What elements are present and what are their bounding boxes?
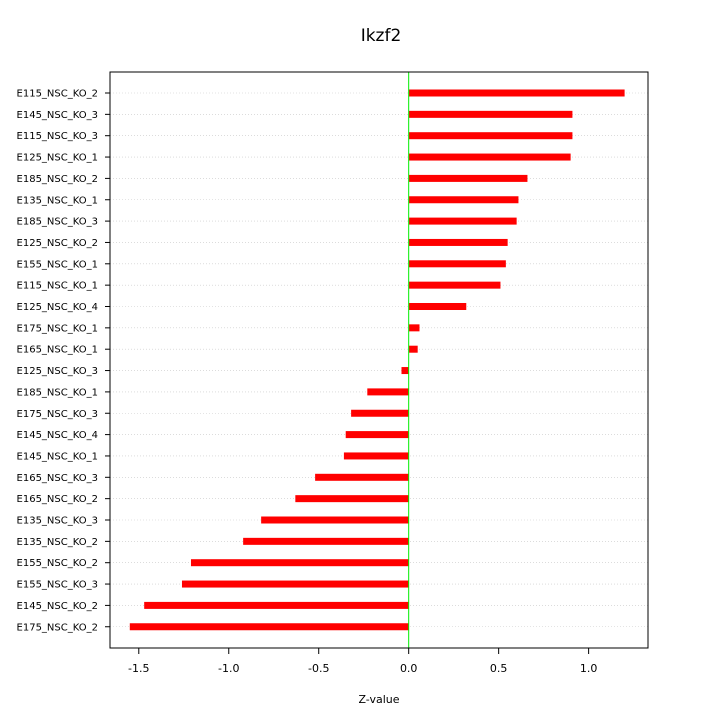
x-tick-label: -1.5 bbox=[128, 662, 149, 675]
grid-lines bbox=[110, 92, 648, 628]
category-label: E145_NSC_KO_2 bbox=[17, 601, 98, 612]
bar bbox=[408, 132, 573, 140]
x-axis-label: Z-value bbox=[358, 693, 399, 706]
category-label: E125_NSC_KO_2 bbox=[17, 238, 98, 249]
x-axis: -1.5 -1.0 -0.5 0.0 0.5 1.0 bbox=[128, 648, 597, 675]
bar bbox=[401, 367, 409, 375]
x-tick-label: 0.5 bbox=[490, 662, 508, 675]
bar bbox=[408, 238, 508, 246]
category-label: E175_NSC_KO_2 bbox=[17, 622, 98, 633]
bar bbox=[408, 110, 573, 118]
category-label: E175_NSC_KO_3 bbox=[17, 409, 98, 420]
category-label: E115_NSC_KO_3 bbox=[17, 131, 98, 142]
bar bbox=[408, 345, 418, 353]
category-label: E175_NSC_KO_1 bbox=[17, 323, 98, 334]
category-label: E125_NSC_KO_3 bbox=[17, 366, 98, 377]
category-label: E135_NSC_KO_1 bbox=[17, 195, 98, 206]
category-label: E125_NSC_KO_4 bbox=[17, 302, 98, 313]
bar bbox=[408, 89, 625, 97]
bar bbox=[261, 516, 409, 524]
bar bbox=[367, 388, 409, 396]
bar bbox=[408, 196, 519, 204]
bar bbox=[408, 174, 528, 182]
chart-title: Ikzf2 bbox=[361, 26, 402, 46]
category-label: E115_NSC_KO_1 bbox=[17, 281, 98, 292]
category-label: E145_NSC_KO_3 bbox=[17, 110, 98, 121]
category-label: E125_NSC_KO_1 bbox=[17, 153, 98, 164]
category-label: E155_NSC_KO_3 bbox=[17, 580, 98, 591]
category-label: E155_NSC_KO_2 bbox=[17, 558, 98, 569]
category-label: E145_NSC_KO_4 bbox=[17, 430, 98, 441]
bar bbox=[351, 409, 409, 417]
bar bbox=[181, 580, 409, 588]
bar bbox=[343, 452, 409, 460]
bar bbox=[408, 281, 501, 289]
x-tick-label: 0.0 bbox=[400, 662, 418, 675]
bar bbox=[408, 260, 506, 268]
category-label: E145_NSC_KO_1 bbox=[17, 451, 98, 462]
category-label: E135_NSC_KO_3 bbox=[17, 516, 98, 527]
x-tick-label: -0.5 bbox=[308, 662, 329, 675]
plot-frame bbox=[109, 71, 649, 649]
category-label: E165_NSC_KO_2 bbox=[17, 494, 98, 505]
category-label: E155_NSC_KO_1 bbox=[17, 259, 98, 270]
category-label: E165_NSC_KO_3 bbox=[17, 473, 98, 484]
category-labels: E115_NSC_KO_2 E145_NSC_KO_3 E115_NSC_KO_3 E… bbox=[17, 89, 110, 633]
bar bbox=[144, 601, 409, 609]
bar bbox=[408, 217, 517, 225]
category-label: E115_NSC_KO_2 bbox=[17, 89, 98, 100]
bar bbox=[315, 473, 409, 481]
category-label: E165_NSC_KO_1 bbox=[17, 345, 98, 356]
category-label: E185_NSC_KO_1 bbox=[17, 387, 98, 398]
bar bbox=[129, 623, 409, 631]
bar bbox=[190, 559, 409, 567]
bar bbox=[295, 495, 409, 503]
x-tick-label: -1.0 bbox=[218, 662, 239, 675]
bar bbox=[345, 431, 409, 439]
category-label: E185_NSC_KO_2 bbox=[17, 174, 98, 185]
bar bbox=[243, 537, 409, 545]
category-label: E135_NSC_KO_2 bbox=[17, 537, 98, 548]
bar bbox=[408, 324, 420, 332]
bar bbox=[408, 303, 467, 310]
bar bbox=[408, 153, 571, 161]
category-label: E185_NSC_KO_3 bbox=[17, 217, 98, 228]
x-tick-label: 1.0 bbox=[580, 662, 598, 675]
bars bbox=[129, 89, 625, 631]
